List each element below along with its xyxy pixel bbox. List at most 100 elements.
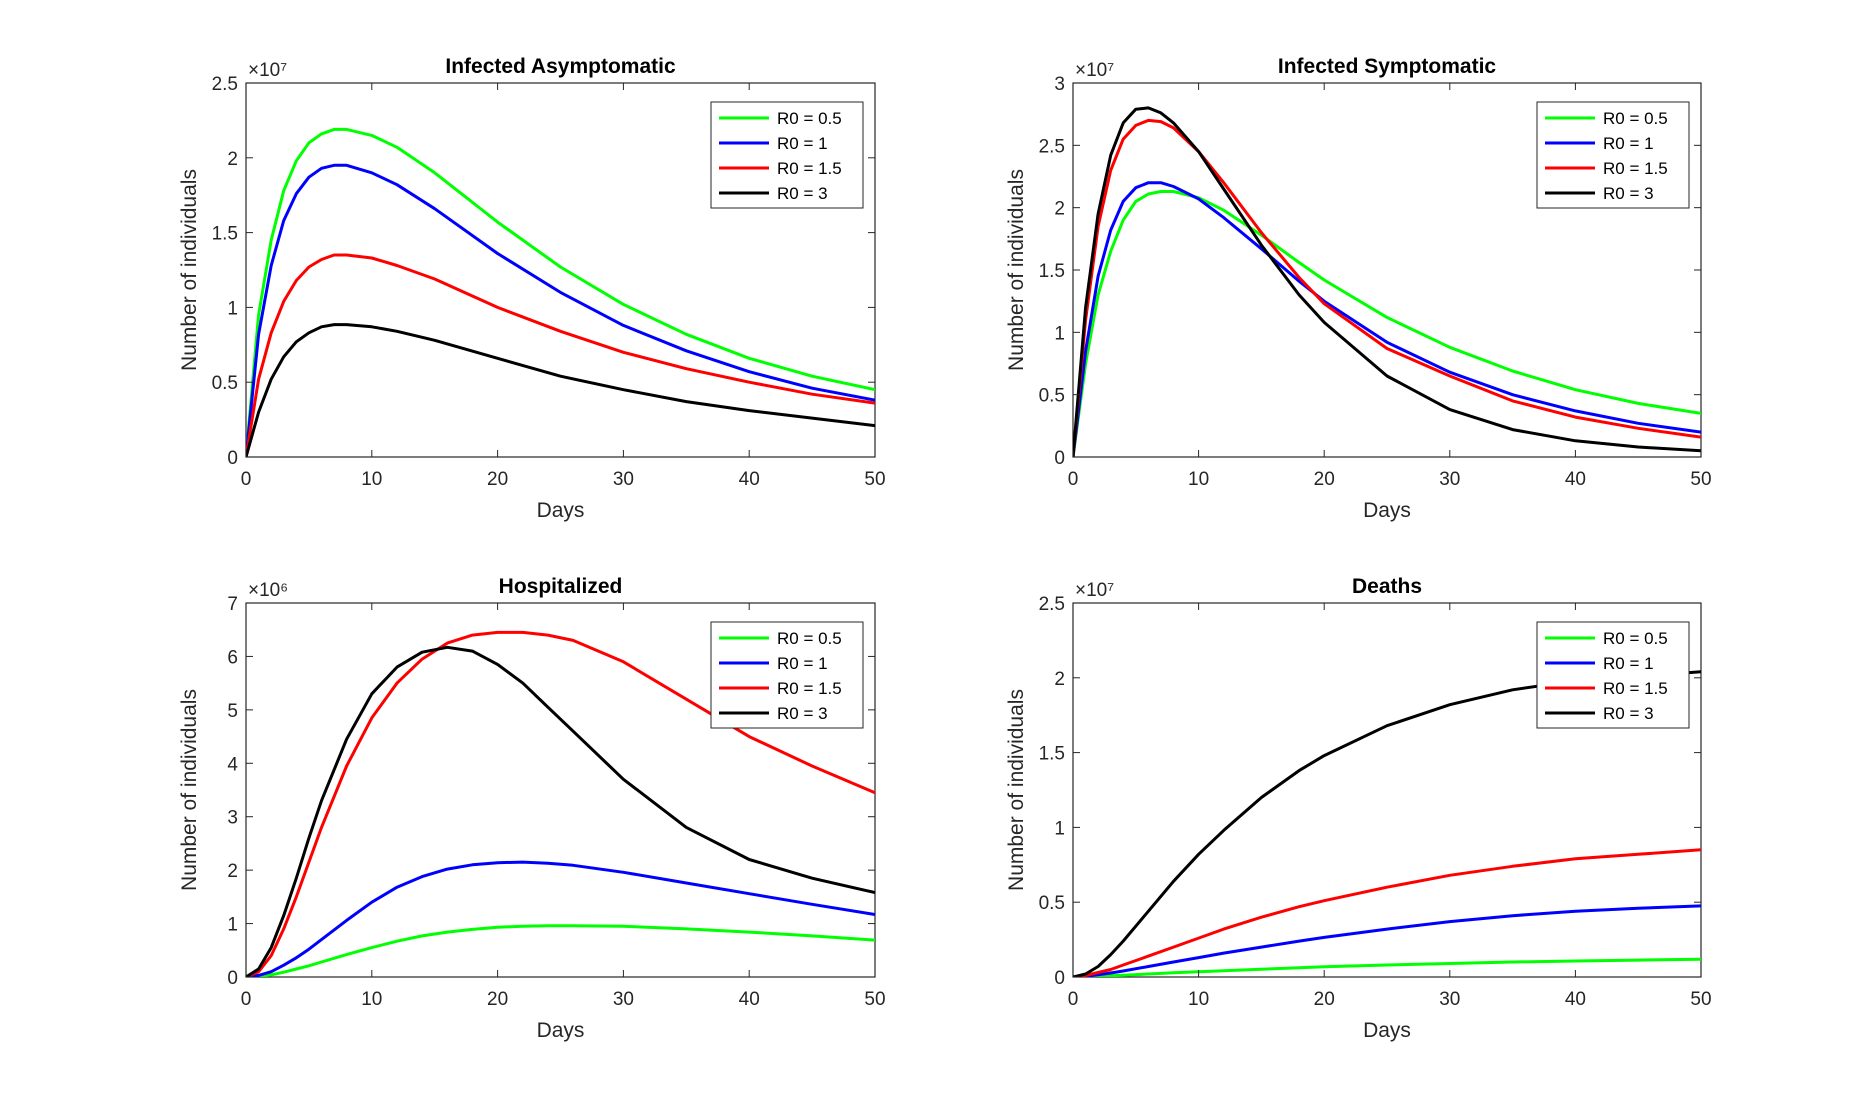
subplot-4: 0 10 20 30 40 50 0 0.5 1 1.5 2 2.5 ×10⁷ Deaths Days Num… bbox=[1005, 575, 1712, 1042]
y-tick-label: 0.5 bbox=[1039, 893, 1065, 914]
x-tick-label: 30 bbox=[613, 469, 634, 490]
series-line-2 bbox=[246, 163, 875, 457]
x-tick-label: 40 bbox=[1565, 989, 1586, 1010]
y-tick-label: 0 bbox=[1054, 448, 1065, 469]
series-line-1 bbox=[1073, 190, 1701, 457]
legend-label: R0 = 0.5 bbox=[1603, 109, 1668, 128]
x-tick-label: 10 bbox=[1188, 469, 1209, 490]
series-line-2 bbox=[1073, 904, 1701, 977]
plot-title: Infected Symptomatic bbox=[1278, 55, 1497, 78]
y-axis-label: Number of individuals bbox=[178, 169, 201, 371]
y-tick-label: 0.5 bbox=[1039, 386, 1065, 407]
axis-exponent-label: ×10⁷ bbox=[1075, 60, 1114, 81]
legend-label: R0 = 3 bbox=[1603, 704, 1654, 723]
x-tick-label: 10 bbox=[361, 989, 382, 1010]
legend: R0 = 0.5 R0 = 1 R0 = 1.5 R0 = 3 bbox=[1536, 101, 1690, 209]
y-tick-label: 1.5 bbox=[1039, 261, 1065, 282]
legend-label: R0 = 1.5 bbox=[777, 679, 842, 698]
y-axis-label: Number of individuals bbox=[1005, 169, 1028, 371]
legend-label: R0 = 1 bbox=[1603, 654, 1654, 673]
legend-box bbox=[710, 621, 864, 729]
x-tick-label: 20 bbox=[487, 469, 508, 490]
legend: R0 = 0.5 R0 = 1 R0 = 1.5 R0 = 3 bbox=[710, 621, 864, 729]
y-tick-label: 7 bbox=[227, 594, 238, 615]
legend-label: R0 = 1 bbox=[1603, 134, 1654, 153]
subplot-3: 0 10 20 30 40 50 0 1 2 3 4 5 6 7 ×10⁶ Hospitalized Days N… bbox=[178, 575, 886, 1042]
y-tick-label: 4 bbox=[227, 754, 238, 775]
subplot-2: 0 10 20 30 40 50 0 0.5 1 1.5 2 2.5 3 ×10⁷ Infected Sym… bbox=[1005, 55, 1712, 522]
series-lines bbox=[246, 127, 875, 457]
y-tick-label: 1.5 bbox=[1039, 744, 1065, 765]
x-tick-label: 40 bbox=[739, 989, 760, 1010]
x-tick-label: 0 bbox=[1068, 989, 1079, 1010]
legend-label: R0 = 1.5 bbox=[777, 159, 842, 178]
legend-label: R0 = 0.5 bbox=[1603, 629, 1668, 648]
series-line-1 bbox=[1073, 957, 1701, 977]
x-tick-label: 10 bbox=[361, 469, 382, 490]
x-tick-label: 0 bbox=[241, 469, 252, 490]
y-tick-label: 0.5 bbox=[212, 373, 238, 394]
subplot-1: 0 10 20 30 40 50 0 0.5 1 1.5 2 2.5 ×10⁷ Infected Asym… bbox=[178, 55, 886, 522]
y-tick-label: 1 bbox=[1054, 818, 1065, 839]
legend-label: R0 = 3 bbox=[1603, 184, 1654, 203]
x-tick-label: 20 bbox=[1314, 469, 1335, 490]
x-tick-label: 20 bbox=[487, 989, 508, 1010]
legend-box bbox=[1536, 101, 1690, 209]
y-tick-label: 1 bbox=[1054, 323, 1065, 344]
series-line-4 bbox=[1073, 106, 1701, 457]
series-line-4 bbox=[246, 323, 875, 457]
x-axis-label: Days bbox=[537, 499, 585, 522]
legend-label: R0 = 1 bbox=[777, 134, 828, 153]
x-tick-label: 50 bbox=[1690, 989, 1711, 1010]
x-tick-label: 50 bbox=[864, 469, 885, 490]
legend: R0 = 0.5 R0 = 1 R0 = 1.5 R0 = 3 bbox=[1536, 621, 1690, 729]
x-axis-label: Days bbox=[1363, 1019, 1411, 1042]
series-line-2 bbox=[1073, 181, 1701, 457]
axis-exponent-label: ×10⁷ bbox=[1075, 580, 1114, 601]
plot-title: Hospitalized bbox=[499, 575, 623, 598]
x-tick-label: 40 bbox=[739, 469, 760, 490]
series-line-2 bbox=[246, 860, 875, 977]
y-tick-label: 0 bbox=[1054, 968, 1065, 989]
series-line-3 bbox=[1073, 118, 1701, 457]
legend-label: R0 = 3 bbox=[777, 704, 828, 723]
y-tick-label: 2 bbox=[227, 861, 238, 882]
y-axis-label: Number of individuals bbox=[1005, 689, 1028, 891]
legend-label: R0 = 1 bbox=[777, 654, 828, 673]
x-tick-label: 50 bbox=[1690, 469, 1711, 490]
series-line-4 bbox=[1073, 670, 1701, 977]
x-tick-label: 10 bbox=[1188, 989, 1209, 1010]
x-axis-label: Days bbox=[537, 1019, 585, 1042]
y-tick-label: 2.5 bbox=[212, 74, 238, 95]
y-tick-label: 2 bbox=[1054, 669, 1065, 690]
plot-title: Deaths bbox=[1352, 575, 1422, 598]
legend-label: R0 = 0.5 bbox=[777, 629, 842, 648]
legend: R0 = 0.5 R0 = 1 R0 = 1.5 R0 = 3 bbox=[710, 101, 864, 209]
y-tick-label: 2.5 bbox=[1039, 594, 1065, 615]
x-tick-label: 0 bbox=[1068, 469, 1079, 490]
series-lines bbox=[1073, 670, 1701, 977]
legend-label: R0 = 1.5 bbox=[1603, 679, 1668, 698]
series-line-1 bbox=[246, 127, 875, 457]
x-tick-label: 30 bbox=[1439, 989, 1460, 1010]
y-tick-label: 2.5 bbox=[1039, 136, 1065, 157]
legend-label: R0 = 1.5 bbox=[1603, 159, 1668, 178]
y-tick-label: 2 bbox=[227, 149, 238, 170]
y-tick-label: 6 bbox=[227, 647, 238, 668]
series-line-4 bbox=[246, 645, 875, 977]
series-line-3 bbox=[1073, 848, 1701, 977]
axis-exponent-label: ×10⁶ bbox=[248, 580, 288, 601]
y-tick-label: 1 bbox=[227, 298, 238, 319]
x-tick-label: 30 bbox=[613, 989, 634, 1010]
y-tick-label: 5 bbox=[227, 701, 238, 722]
series-line-3 bbox=[246, 253, 875, 457]
y-tick-label: 0 bbox=[227, 448, 238, 469]
y-tick-label: 0 bbox=[227, 968, 238, 989]
x-tick-label: 40 bbox=[1565, 469, 1586, 490]
x-tick-label: 30 bbox=[1439, 469, 1460, 490]
y-tick-label: 2 bbox=[1054, 199, 1065, 220]
legend-box bbox=[1536, 621, 1690, 729]
y-axis-label: Number of individuals bbox=[178, 689, 201, 891]
legend-box bbox=[710, 101, 864, 209]
